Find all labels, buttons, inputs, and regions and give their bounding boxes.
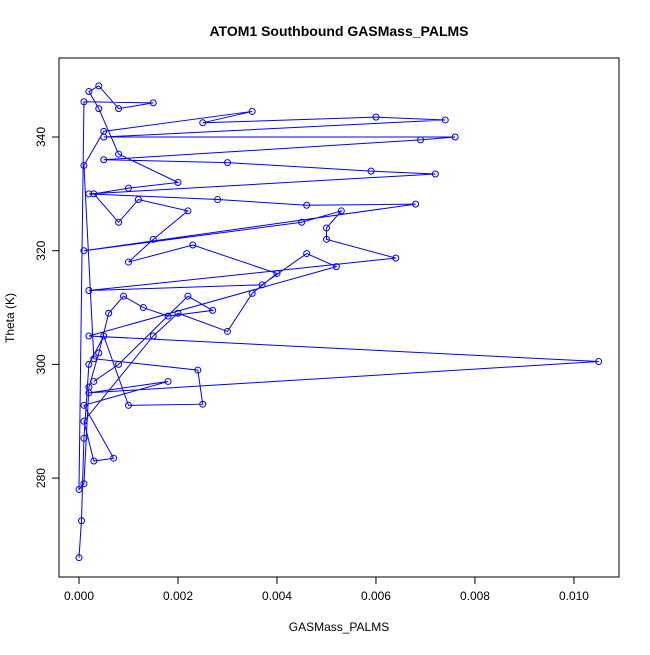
data-point [85, 190, 93, 198]
data-point [322, 235, 330, 243]
data-point [80, 247, 88, 255]
data-point [303, 250, 311, 258]
data-point [184, 292, 192, 300]
data-point [105, 309, 113, 317]
data-line [78, 85, 599, 558]
y-tick-label: 300 [34, 354, 48, 374]
data-point [199, 119, 207, 127]
data-point [124, 184, 132, 192]
data-point [124, 401, 132, 409]
y-tick-label: 320 [34, 240, 48, 260]
data-point [258, 281, 266, 289]
data-point [595, 358, 603, 366]
data-point [209, 306, 217, 314]
data-point [322, 224, 330, 232]
x-tick-label: 0.002 [163, 589, 193, 603]
data-point [90, 377, 98, 385]
data-point [85, 332, 93, 340]
data-point [85, 286, 93, 294]
data-point [441, 116, 449, 124]
data-point [164, 312, 172, 320]
x-tick-label: 0.004 [262, 589, 292, 603]
data-point [80, 480, 88, 488]
data-point [100, 332, 108, 340]
data-point [80, 434, 88, 442]
x-tick-label: 0.010 [559, 589, 589, 603]
data-point [332, 263, 340, 271]
data-point [110, 454, 118, 462]
data-point [431, 170, 439, 178]
data-point [189, 241, 197, 249]
data-point [372, 113, 380, 121]
data-point [95, 105, 103, 113]
data-point [223, 159, 231, 167]
data-point [80, 417, 88, 425]
data-point [115, 360, 123, 368]
data-point [184, 207, 192, 215]
data-point [115, 150, 123, 158]
y-axis-label: Theta (K) [3, 293, 17, 343]
data-point [248, 289, 256, 297]
data-point [95, 82, 103, 90]
data-point [115, 105, 123, 113]
x-tick-label: 0.000 [64, 589, 94, 603]
data-point [303, 201, 311, 209]
data-point [80, 401, 88, 409]
data-point [367, 167, 375, 175]
data-point [149, 235, 157, 243]
data-point [124, 258, 132, 266]
data-point [134, 196, 142, 204]
data-point [417, 136, 425, 144]
data-point [120, 292, 128, 300]
y-tick-label: 280 [34, 468, 48, 488]
data-point [75, 554, 83, 562]
data-point [80, 98, 88, 106]
chart-title: ATOM1 Southbound GASMass_PALMS [209, 23, 468, 39]
data-point [298, 218, 306, 226]
data-point [174, 309, 182, 317]
data-point [100, 133, 108, 141]
data-point [75, 485, 83, 493]
plot-frame [58, 57, 620, 578]
data-point [214, 196, 222, 204]
data-point [80, 161, 88, 169]
data-point [90, 190, 98, 198]
x-tick-label: 0.008 [460, 589, 490, 603]
data-point [100, 156, 108, 164]
data-point [451, 133, 459, 141]
data-point [164, 377, 172, 385]
data-point [149, 99, 157, 107]
data-point [90, 355, 98, 363]
data-point [95, 349, 103, 357]
data-point [223, 327, 231, 335]
data-point [85, 383, 93, 391]
data-point [174, 178, 182, 186]
y-tick-label: 340 [34, 127, 48, 147]
data-point [139, 304, 147, 312]
data-point [149, 332, 157, 340]
data-point [392, 254, 400, 262]
data-point [199, 400, 207, 408]
data-point [85, 88, 93, 96]
data-point [90, 457, 98, 465]
data-point [337, 207, 345, 215]
x-axis-label: GASMass_PALMS [289, 620, 389, 634]
data-point [194, 366, 202, 374]
data-point [248, 107, 256, 115]
x-tick-label: 0.006 [361, 589, 391, 603]
data-point [115, 218, 123, 226]
data-point [412, 200, 420, 208]
data-point [273, 269, 281, 277]
data-point [77, 517, 85, 525]
data-point [85, 360, 93, 368]
